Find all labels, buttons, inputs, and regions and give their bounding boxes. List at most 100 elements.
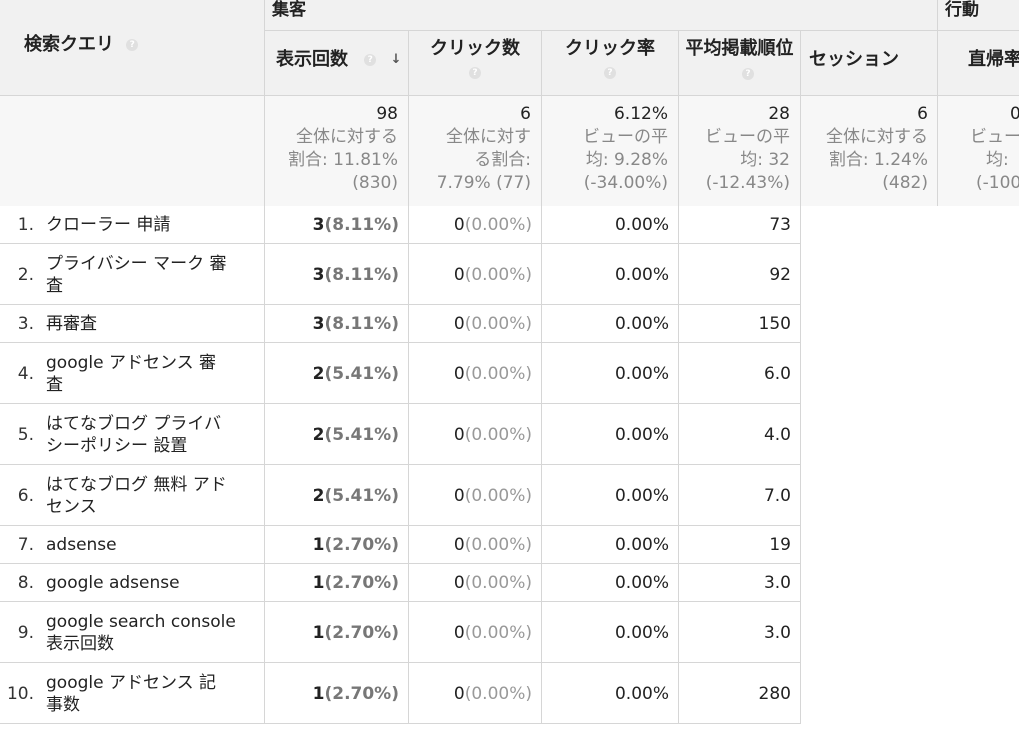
table-row[interactable]: 1. クローラー 申請 3(8.11%) 0(0.00%) 0.00% 73 [0, 206, 801, 244]
query-link[interactable]: プライバシー マーク 審査 [46, 253, 227, 296]
ctr-value: 0.00% [614, 535, 669, 555]
totals-row-background [0, 95, 1019, 206]
help-icon[interactable]: ? [126, 39, 139, 51]
clicks-value: 0(0.00%) [453, 683, 532, 704]
clicks-value: 0(0.00%) [453, 622, 532, 643]
query-link[interactable]: はてなブログ プライバ シーポリシー 設置 [46, 413, 222, 456]
query-link[interactable]: google adsense [46, 573, 180, 593]
column-header-ctr[interactable]: クリック率 ? [542, 37, 678, 85]
ctr-value: 0.00% [614, 424, 669, 445]
position-value: 73 [769, 215, 791, 235]
clicks-value: 0(0.00%) [453, 424, 532, 445]
column-header-sessions[interactable]: セッション [801, 48, 937, 72]
row-number: 8. [17, 573, 34, 593]
header-background [0, 0, 1019, 95]
row-number: 3. [17, 314, 34, 334]
column-header-sessions-label: セッション [809, 49, 899, 70]
column-header-position[interactable]: 平均掲載順位 [679, 37, 800, 61]
position-value: 4.0 [763, 424, 791, 445]
total-bounce: 0 ビュー 均: (-100 [970, 104, 1019, 193]
table-row[interactable]: 6. はてなブログ 無料 アド センス 2(5.41%) 0(0.00%) 0.00% 7.… [0, 465, 801, 526]
column-header-clicks[interactable]: クリック数 ? [409, 37, 541, 85]
ctr-value: 0.00% [614, 363, 669, 384]
help-icon[interactable]: ? [742, 68, 754, 80]
row-number: 1. [17, 215, 34, 235]
table-row[interactable]: 8. google adsense 1(2.70%) 0(0.00%) 0.00% 3.0 [0, 564, 801, 602]
row-number: 6. [17, 485, 34, 506]
row-divider [0, 342, 801, 343]
table-row[interactable]: 7. adsense 1(2.70%) 0(0.00%) 0.00% 19 [0, 526, 801, 564]
impressions-value: 3(8.11%) [312, 314, 399, 334]
table-row[interactable]: 10. google アドセンス 記事数 1(2.70%) 0(0.00%) 0.00%… [0, 663, 801, 724]
ctr-value: 0.00% [614, 215, 669, 235]
clicks-value: 0(0.00%) [453, 264, 532, 285]
row-divider [0, 464, 801, 465]
position-value: 19 [769, 535, 791, 555]
ctr-value: 0.00% [614, 314, 669, 334]
query-link[interactable]: google アドセンス 記事数 [46, 672, 217, 715]
group-header-acquisition: 集客 [272, 0, 306, 20]
row-number: 9. [17, 622, 34, 643]
total-clicks: 6 全体に対す る割合: 7.79% (77) [436, 104, 531, 193]
impressions-value: 3(8.11%) [312, 215, 399, 235]
help-icon[interactable]: ? [469, 67, 481, 79]
row-number: 2. [17, 264, 34, 285]
query-link[interactable]: google アドセンス 審査 [46, 352, 217, 395]
table-row[interactable]: 5. はてなブログ プライバ シーポリシー 設置 2(5.41%) 0(0.00%) 0.… [0, 404, 801, 465]
row-divider [0, 601, 801, 602]
column-header-bounce-label: 直帰率 [968, 49, 1019, 70]
row-divider [0, 662, 801, 663]
impressions-value: 3(8.11%) [312, 264, 399, 285]
position-value: 6.0 [763, 363, 791, 384]
impressions-value: 2(5.41%) [312, 424, 399, 445]
ctr-value: 0.00% [614, 264, 669, 285]
query-link[interactable]: クローラー 申請 [46, 215, 171, 235]
row-divider [0, 243, 801, 244]
impressions-value: 2(5.41%) [312, 485, 399, 506]
clicks-value: 0(0.00%) [453, 314, 532, 334]
column-header-impressions-label: 表示回数 [276, 49, 348, 70]
ctr-value: 0.00% [614, 683, 669, 704]
position-value: 150 [758, 314, 791, 334]
impressions-value: 1(2.70%) [312, 535, 399, 555]
row-divider [0, 563, 801, 564]
row-number: 7. [17, 535, 34, 555]
position-value: 280 [758, 683, 791, 704]
total-sessions: 6 全体に対する 割合: 1.24% (482) [826, 104, 928, 193]
query-link[interactable]: adsense [46, 535, 117, 555]
impressions-value: 1(2.70%) [312, 622, 399, 643]
position-value: 7.0 [763, 485, 791, 506]
table-row[interactable]: 4. google アドセンス 審査 2(5.41%) 0(0.00%) 0.00% 6.… [0, 343, 801, 404]
total-impressions: 98 全体に対する 割合: 11.81% (830) [288, 104, 398, 193]
impressions-value: 1(2.70%) [312, 573, 399, 593]
table-row[interactable]: 3. 再審査 3(8.11%) 0(0.00%) 0.00% 150 [0, 305, 801, 343]
column-header-bounce[interactable]: 直帰率 [968, 48, 1019, 72]
column-header-query[interactable]: 検索クエリ ? [24, 30, 139, 56]
position-value: 92 [769, 264, 791, 285]
group-header-behavior: 行動 [945, 0, 979, 20]
column-header-ctr-label: クリック率 [565, 38, 655, 59]
position-value: 3.0 [763, 622, 791, 643]
query-link[interactable]: はてなブログ 無料 アド センス [46, 474, 227, 517]
table-row[interactable]: 9. google search console 表示回数 1(2.70%) 0(0.0… [0, 602, 801, 663]
help-icon[interactable]: ? [604, 67, 616, 79]
row-divider [0, 525, 801, 526]
column-header-position-label: 平均掲載順位 [685, 38, 794, 59]
row-number: 5. [17, 424, 34, 445]
ctr-value: 0.00% [614, 622, 669, 643]
clicks-value: 0(0.00%) [453, 573, 532, 593]
clicks-value: 0(0.00%) [453, 363, 532, 384]
clicks-value: 0(0.00%) [453, 535, 532, 555]
column-header-impressions[interactable]: 表示回数 ? ↓ [265, 48, 408, 72]
table-row[interactable]: 2. プライバシー マーク 審査 3(8.11%) 0(0.00%) 0.00% 92 [0, 244, 801, 305]
row-divider [0, 304, 801, 305]
impressions-value: 1(2.70%) [312, 683, 399, 704]
column-header-query-label: 検索クエリ [24, 34, 114, 55]
position-value: 3.0 [763, 573, 791, 593]
query-link[interactable]: google search console 表示回数 [46, 611, 236, 654]
row-number: 10. [6, 683, 34, 704]
sort-descending-icon[interactable]: ↓ [390, 52, 402, 67]
help-icon[interactable]: ? [364, 54, 377, 66]
query-link[interactable]: 再審査 [46, 314, 97, 334]
